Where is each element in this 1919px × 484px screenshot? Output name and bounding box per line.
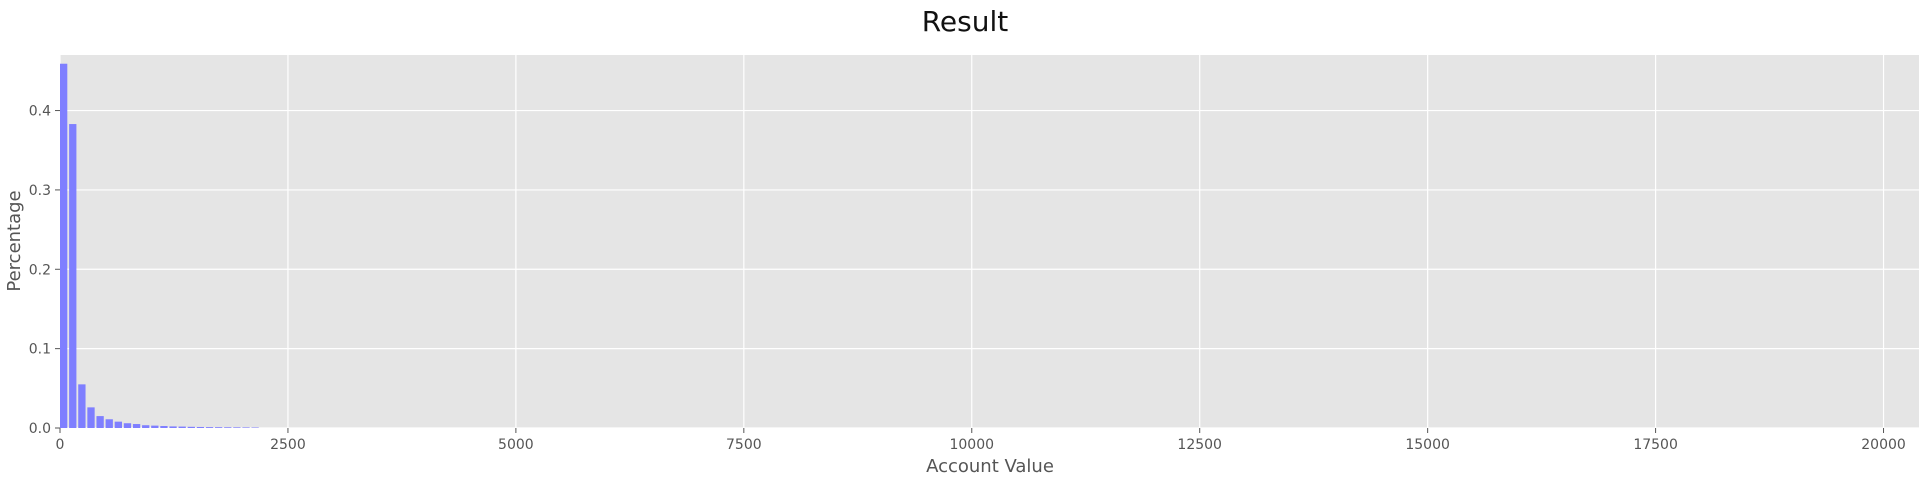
x-tick-label-2: 5000 — [498, 437, 534, 453]
bar-17 — [215, 427, 222, 428]
bar-15 — [197, 427, 204, 428]
x-tick-label-8: 20000 — [1861, 437, 1906, 453]
y-tick-label-3: 0.3 — [29, 183, 51, 199]
x-tick-label-1: 2500 — [270, 437, 306, 453]
bar-2 — [78, 384, 85, 428]
bar-4 — [96, 416, 103, 428]
y-tick-label-2: 0.2 — [29, 262, 51, 278]
bar-0 — [60, 64, 67, 428]
bar-16 — [206, 427, 213, 428]
y-tick-label-4: 0.4 — [29, 104, 51, 120]
bar-19 — [233, 427, 240, 428]
x-tick-label-3: 7500 — [726, 437, 762, 453]
bar-5 — [106, 419, 113, 428]
bar-8 — [133, 424, 140, 428]
bar-14 — [188, 427, 195, 428]
y-axis-ticks: 0.0 0.1 0.2 0.3 0.4 — [29, 104, 60, 437]
bar-7 — [124, 423, 131, 428]
x-axis-label: Account Value — [926, 456, 1054, 477]
bar-9 — [142, 425, 149, 428]
bar-13 — [179, 427, 186, 428]
bar-6 — [115, 422, 122, 428]
bar-18 — [224, 427, 231, 428]
x-tick-label-5: 12500 — [1177, 437, 1222, 453]
bar-10 — [151, 426, 158, 428]
bar-1 — [69, 124, 76, 428]
bar-20 — [242, 427, 249, 428]
y-tick-label-1: 0.1 — [29, 342, 51, 358]
y-tick-label-0: 0.0 — [29, 421, 51, 437]
chart-title: Result — [922, 5, 1009, 38]
x-tick-label-6: 15000 — [1405, 437, 1450, 453]
x-tick-label-7: 17500 — [1633, 437, 1678, 453]
x-tick-label-0: 0 — [56, 437, 65, 453]
bar-12 — [169, 426, 176, 428]
bar-11 — [160, 426, 167, 428]
bar-3 — [87, 407, 94, 428]
x-axis-ticks: 0 2500 5000 7500 10000 12500 15000 17500 20000 — [56, 428, 1906, 453]
y-axis-label: Percentage — [4, 190, 25, 291]
x-tick-label-4: 10000 — [949, 437, 994, 453]
